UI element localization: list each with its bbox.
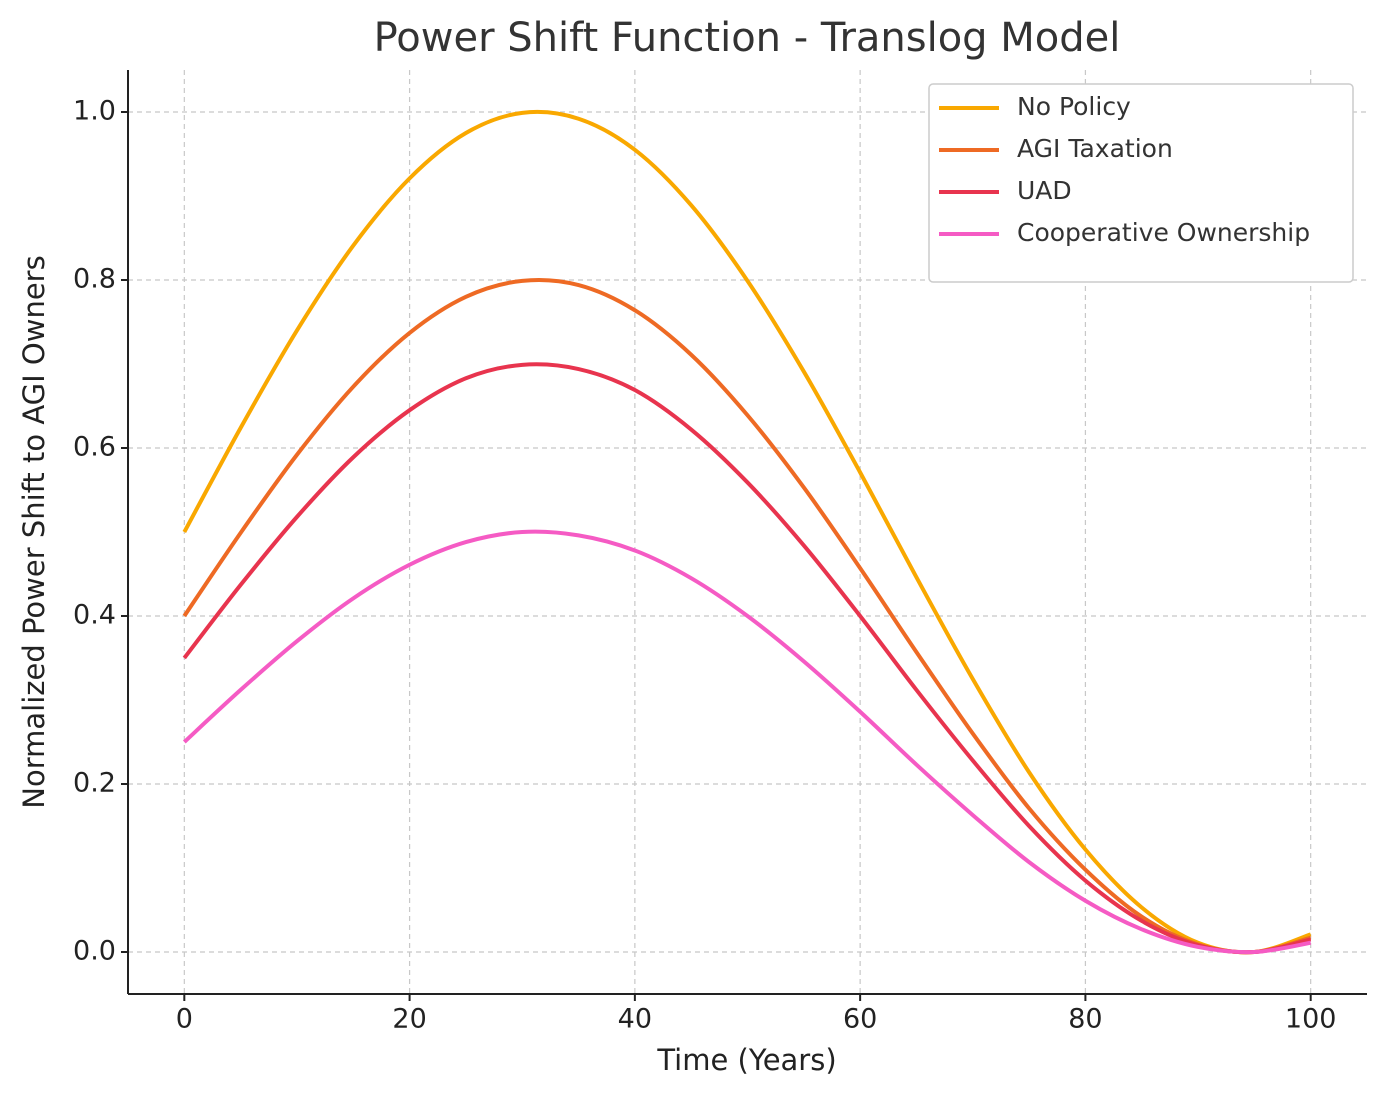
x-tick-label: 80 <box>1068 1004 1102 1035</box>
x-tick-label: 40 <box>618 1004 652 1035</box>
legend-label: No Policy <box>1017 92 1131 121</box>
x-tick-label: 100 <box>1285 1004 1337 1035</box>
series-line <box>182 362 1312 955</box>
x-tick-label: 0 <box>176 1004 193 1035</box>
y-tick-label: 0.4 <box>73 600 116 631</box>
y-tick-label: 0.0 <box>73 936 116 967</box>
x-tick-label: 20 <box>392 1004 426 1035</box>
y-tick-label: 0.8 <box>73 264 116 295</box>
series-line <box>182 529 1312 955</box>
x-axis-label: Time (Years) <box>656 1043 836 1077</box>
series-line <box>182 109 1312 955</box>
y-tick-label: 0.2 <box>73 768 116 799</box>
y-tick-label: 0.6 <box>73 432 116 463</box>
legend-label: UAD <box>1017 176 1072 205</box>
series-line <box>182 277 1312 955</box>
y-tick-label: 1.0 <box>73 96 116 127</box>
legend-label: AGI Taxation <box>1017 134 1173 163</box>
y-axis-label: Normalized Power Shift to AGI Owners <box>17 255 51 808</box>
legend: No Policy AGI Taxation UAD Cooperative Owne… <box>928 83 1354 283</box>
x-tick-label: 60 <box>843 1004 877 1035</box>
legend-label: Cooperative Ownership <box>1017 218 1310 247</box>
chart-title: Power Shift Function - Translog Model <box>374 15 1121 61</box>
legend-box <box>928 83 1354 283</box>
